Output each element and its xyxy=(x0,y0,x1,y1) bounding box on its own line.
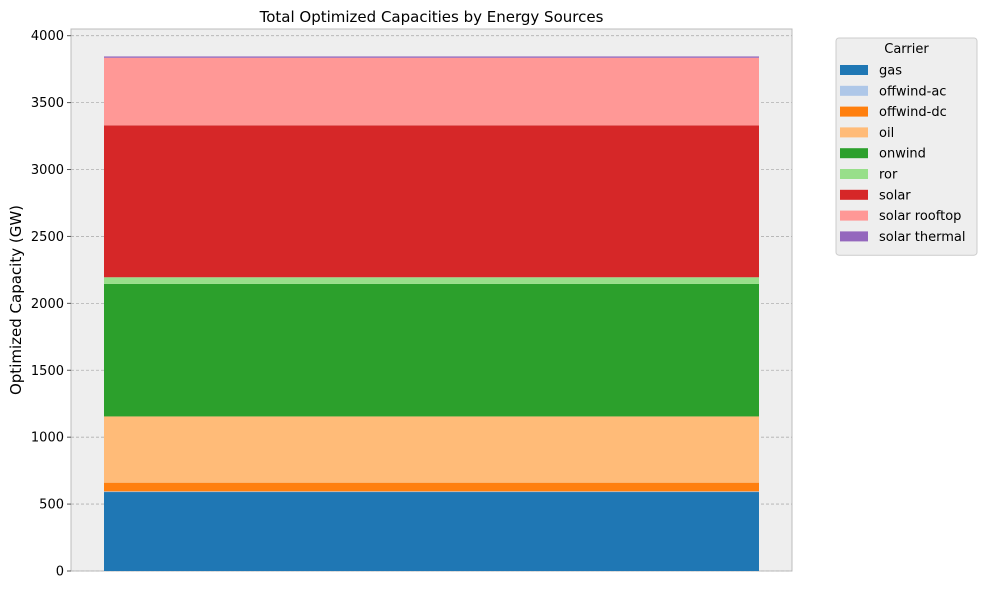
y-tick-label: 3000 xyxy=(31,163,64,178)
chart-title: Total Optimized Capacities by Energy Sou… xyxy=(259,8,604,26)
y-tick-label: 1000 xyxy=(31,431,64,446)
bar-segment-offwind-dc xyxy=(104,482,759,492)
legend-item: offwind-ac xyxy=(840,84,946,99)
legend-item: onwind xyxy=(840,147,926,162)
legend-item: solar xyxy=(840,188,911,203)
bar-segment-oil xyxy=(104,416,759,483)
legend-title: Carrier xyxy=(884,42,929,57)
legend-swatch xyxy=(840,148,868,159)
legend-swatch xyxy=(840,85,868,96)
legend-label: offwind-dc xyxy=(879,105,947,120)
legend-label: ror xyxy=(879,168,898,183)
legend-swatch xyxy=(840,189,868,200)
y-tick-label: 500 xyxy=(39,498,64,513)
bar-segment-onwind xyxy=(104,283,759,417)
legend: Carrier gas offwind-ac offwind-dc oil onwind… xyxy=(835,37,978,256)
legend-item: oil xyxy=(840,126,894,141)
legend-label: offwind-ac xyxy=(879,84,946,99)
bar-segment-ror xyxy=(104,277,759,284)
legend-swatch xyxy=(840,169,868,179)
y-axis-label: Optimized Capacity (GW) xyxy=(7,205,25,395)
y-tick-label: 2500 xyxy=(31,230,64,245)
legend-label: solar rooftop xyxy=(879,209,961,224)
legend-swatch xyxy=(840,210,868,221)
legend-item: solar thermal xyxy=(840,230,965,245)
legend-swatch xyxy=(840,231,868,242)
legend-item: ror xyxy=(840,168,898,183)
legend-swatch xyxy=(840,65,868,75)
legend-swatch xyxy=(840,127,868,138)
legend-label: onwind xyxy=(879,147,926,162)
bar-segment-solar-rooftop xyxy=(104,57,759,126)
legend-label: solar thermal xyxy=(879,230,965,245)
legend-label: oil xyxy=(879,126,894,141)
y-tick-label: 3500 xyxy=(31,96,64,111)
y-tick-label: 4000 xyxy=(31,29,64,44)
y-tick-label: 2000 xyxy=(31,297,64,312)
stacked-bar xyxy=(104,56,759,571)
legend-swatch xyxy=(840,106,868,117)
bar-segment-offwind-ac xyxy=(104,491,759,493)
legend-label: gas xyxy=(879,64,902,79)
y-axis-ticks: 0 500 1000 1500 2000 2500 3000 3500 4000 xyxy=(31,29,71,580)
bar-segment-gas xyxy=(104,492,759,571)
bar-segment-solar xyxy=(104,125,759,278)
bar-segment-solar-thermal xyxy=(104,56,759,58)
legend-frame xyxy=(835,37,978,256)
legend-item: offwind-dc xyxy=(840,105,947,120)
legend-label: solar xyxy=(879,188,911,203)
y-tick-label: 1500 xyxy=(31,364,64,379)
legend-item: gas xyxy=(840,64,902,79)
legend-item: solar rooftop xyxy=(840,209,961,224)
y-tick-label: 0 xyxy=(56,565,64,580)
